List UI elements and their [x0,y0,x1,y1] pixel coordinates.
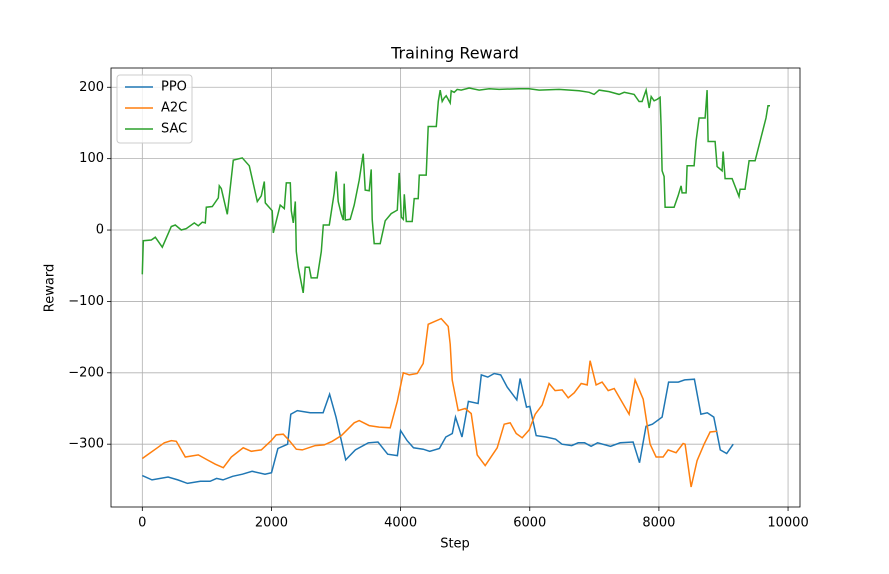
x-tick-label: 0 [138,516,146,531]
y-tick-label: 100 [79,151,104,166]
x-axis-label: Step [440,537,470,552]
plot-frame [110,67,801,508]
y-tick-label: 0 [96,223,104,238]
legend-box [116,74,193,144]
y-tick-label: −100 [68,294,104,309]
line-series [141,87,770,294]
legend-label: A2C [161,101,187,116]
y-tick-label: −300 [68,437,104,452]
legend-label: PPO [161,80,187,95]
x-tick-label: 4000 [384,516,417,531]
y-axis-label: Reward [43,264,58,312]
line-series [141,372,734,485]
x-tick-label: 2000 [255,516,288,531]
line-series [141,317,718,488]
x-tick-label: 6000 [513,516,546,531]
x-tick-label: 10000 [767,516,808,531]
chart-title: Training Reward [390,44,519,63]
legend-label: SAC [161,122,187,137]
y-tick-label: −200 [68,365,104,380]
y-tick-label: 200 [79,80,104,95]
x-tick-label: 8000 [642,516,675,531]
